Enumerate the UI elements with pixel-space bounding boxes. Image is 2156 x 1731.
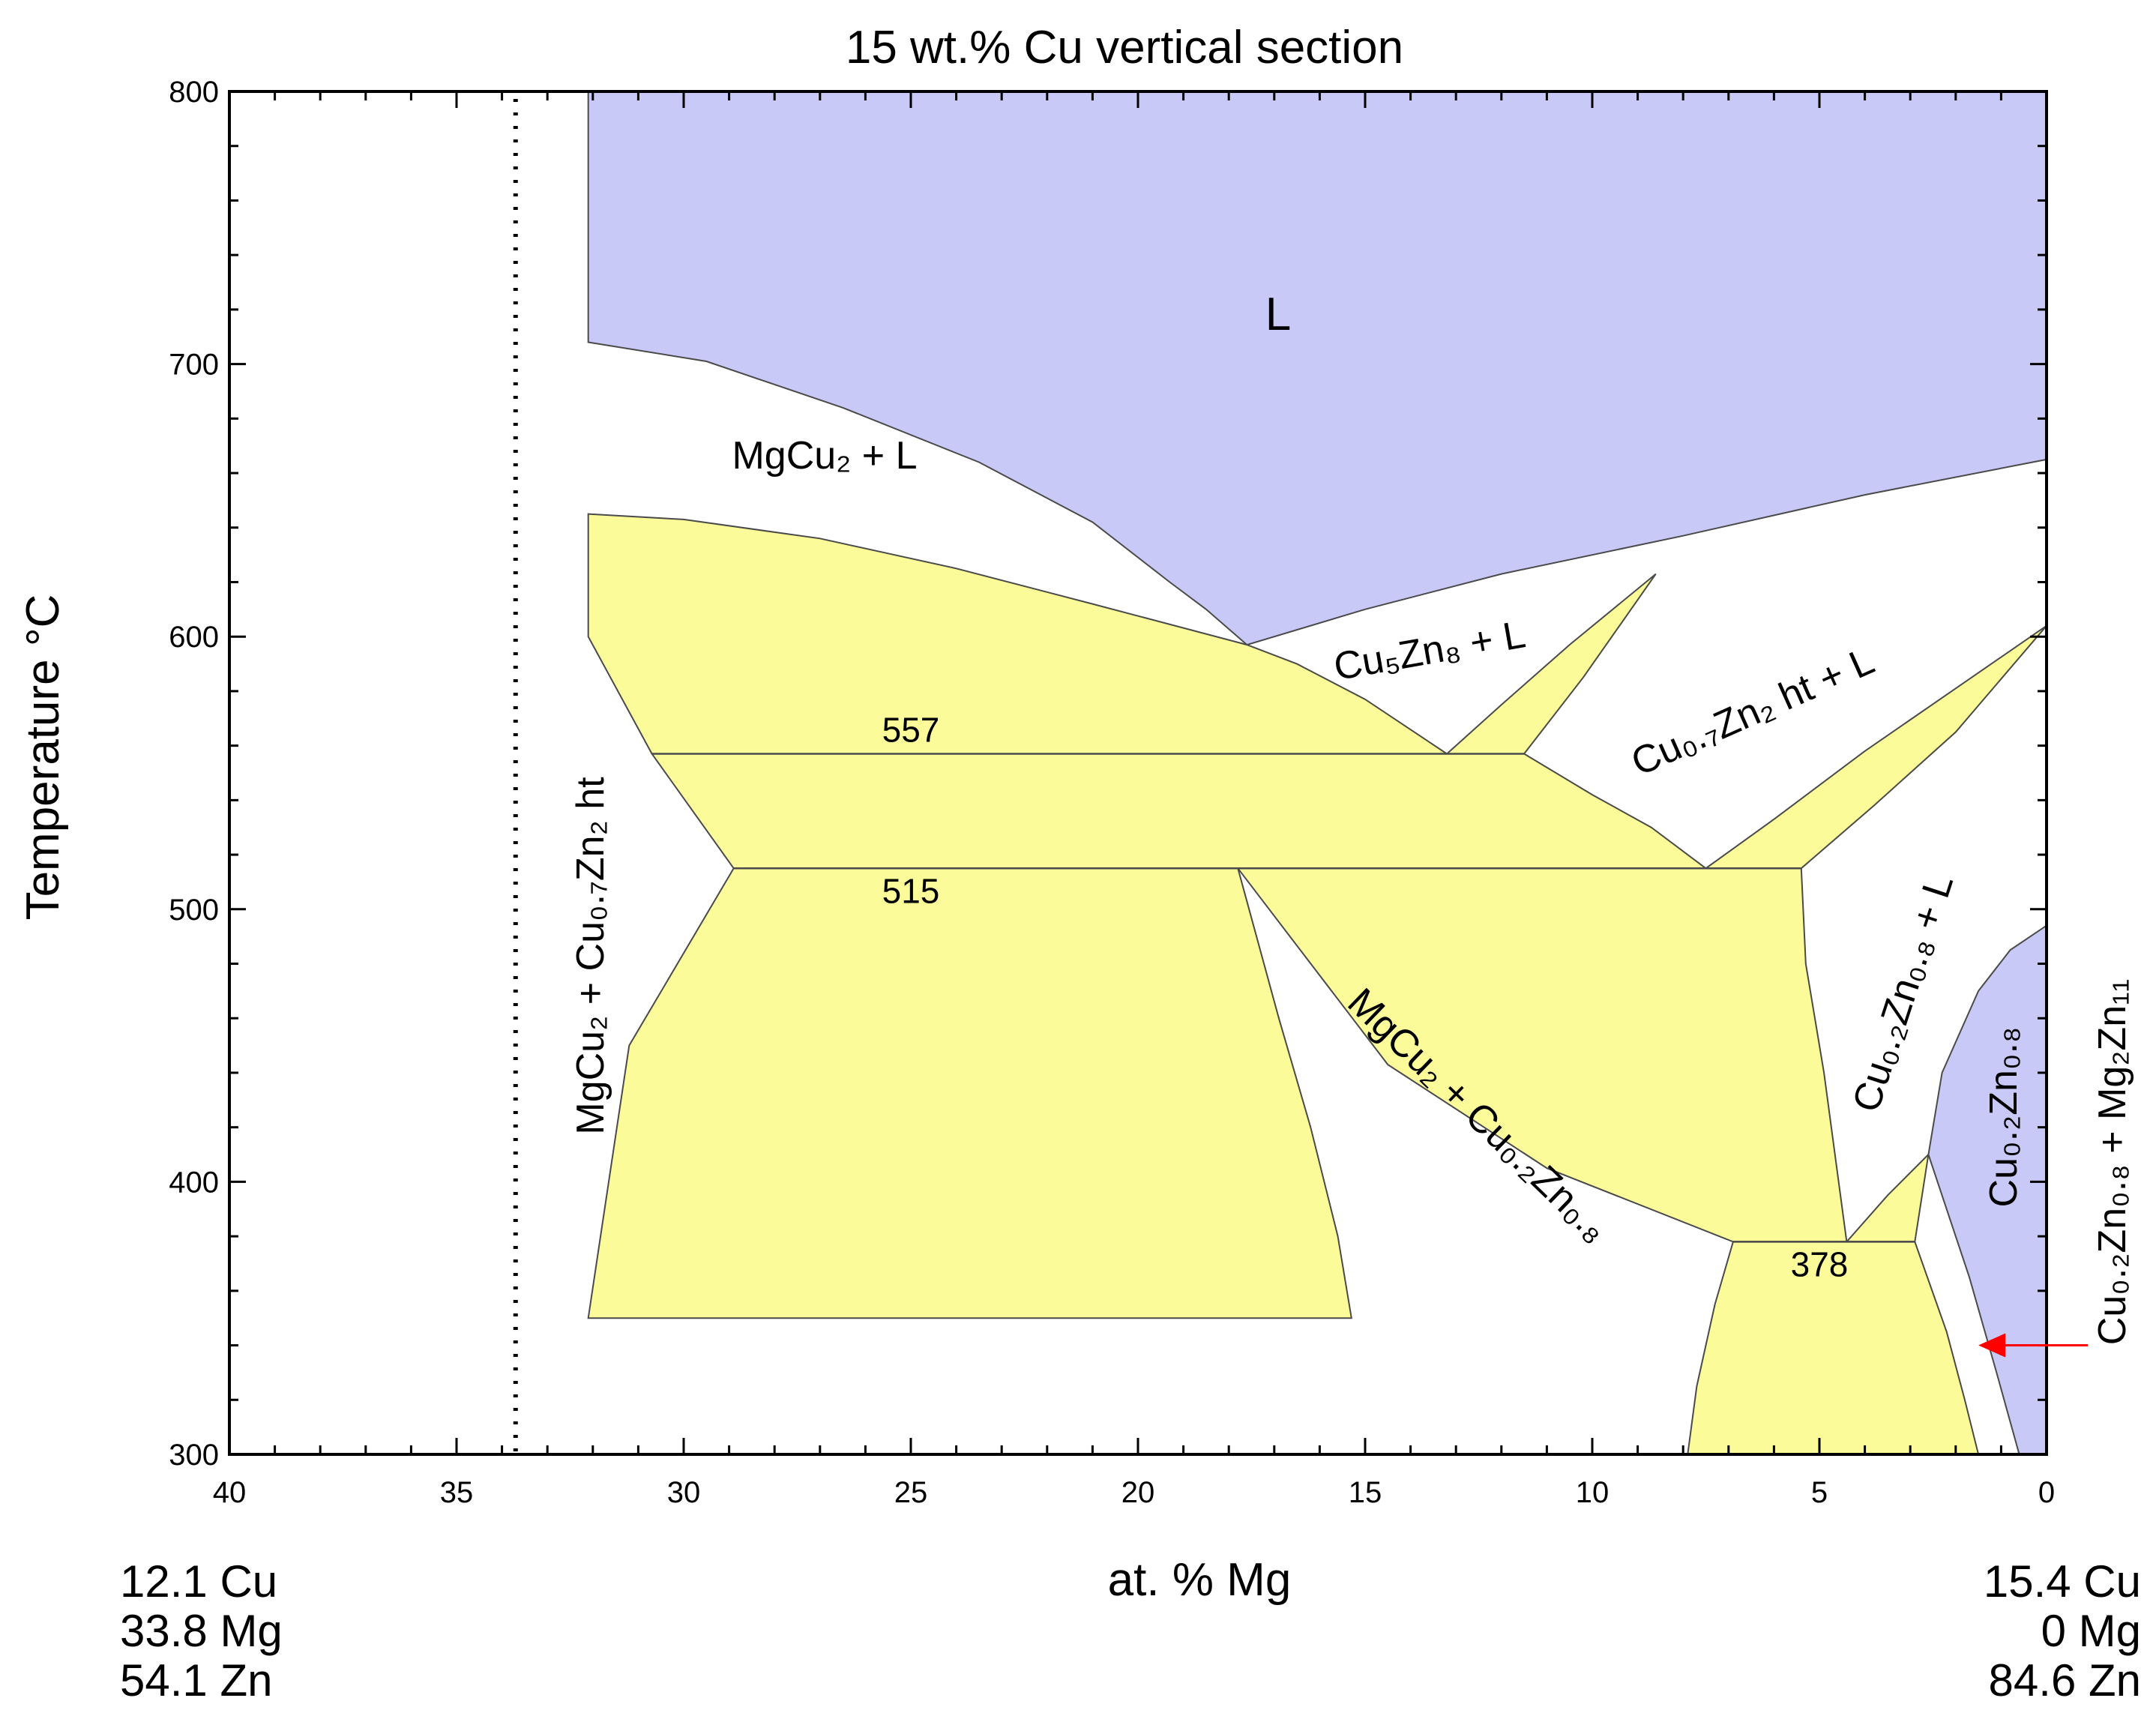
right-composition-zn: 84.6 Zn bbox=[1989, 1655, 2141, 1706]
yellow-region-3 bbox=[587, 867, 1352, 1319]
axis-ticks bbox=[228, 90, 2048, 1456]
x-axis-label: at. % Mg bbox=[1108, 1554, 1292, 1606]
x-tick-label: 5 bbox=[1811, 1476, 1828, 1509]
red-arrow-indicator bbox=[1978, 1333, 2088, 1358]
yellow-region-7 bbox=[1845, 1152, 1930, 1243]
y-axis-label: Temperature °C bbox=[17, 594, 69, 921]
x-tick-label: 15 bbox=[1349, 1476, 1382, 1509]
yellow-region-2 bbox=[650, 753, 1708, 870]
axis-tick-labels: 40 35 30 25 20 15 10 5 0 300 400 500 600 700 800 bbox=[169, 76, 2055, 1509]
x-tick-label: 0 bbox=[2038, 1476, 2055, 1509]
invariant-label-378: 378 bbox=[1791, 1244, 1849, 1283]
y-tick-label: 400 bbox=[169, 1166, 219, 1199]
yellow-region-1 bbox=[587, 513, 1450, 755]
arrow-head bbox=[1978, 1333, 2006, 1358]
invariant-label-515: 515 bbox=[882, 871, 940, 910]
label-cu07zn2-ht-l: Cu₀.₇Zn₂ ht + L bbox=[1625, 639, 1881, 784]
right-composition-cu: 15.4 Cu bbox=[1984, 1556, 2141, 1607]
label-cu5zn8-l: Cu₅Zn₈ + L bbox=[1331, 612, 1529, 689]
yellow-region-6 bbox=[1703, 624, 2047, 870]
left-composition-mg: 33.8 Mg bbox=[120, 1606, 283, 1656]
label-mgcu2-cu07zn2-ht: MgCu₂ + Cu₀.₇Zn₂ ht bbox=[569, 777, 612, 1135]
label-mgcu2-l: MgCu₂ + L bbox=[732, 434, 917, 478]
liquid-region bbox=[587, 91, 2047, 646]
boundary-lines bbox=[651, 753, 1915, 1243]
y-tick-label: 800 bbox=[169, 76, 219, 109]
y-tick-label: 700 bbox=[169, 349, 219, 382]
phase-regions bbox=[587, 91, 2047, 1455]
x-tick-label: 20 bbox=[1121, 1476, 1155, 1509]
left-composition-cu: 12.1 Cu bbox=[120, 1556, 277, 1607]
x-tick-label: 10 bbox=[1576, 1476, 1610, 1509]
x-tick-label: 25 bbox=[894, 1476, 928, 1509]
x-tick-label: 35 bbox=[440, 1476, 474, 1509]
invariant-label-557: 557 bbox=[882, 711, 940, 750]
right-composition-mg: 0 Mg bbox=[2041, 1606, 2141, 1656]
x-tick-label: 40 bbox=[213, 1476, 247, 1509]
x-tick-label: 30 bbox=[667, 1476, 701, 1509]
left-composition-zn: 54.1 Zn bbox=[120, 1655, 272, 1706]
label-liquid: L bbox=[1265, 289, 1291, 340]
chart-title: 15 wt.% Cu vertical section bbox=[846, 22, 1403, 73]
label-cu02zn08: Cu₀.₂Zn₀.₈ bbox=[1982, 1027, 2026, 1208]
y-tick-label: 300 bbox=[169, 1439, 219, 1472]
label-cu02zn08-mg2zn11: Cu₀.₂Zn₀.₈ + Mg₂Zn₁₁ bbox=[2091, 979, 2134, 1345]
y-tick-label: 600 bbox=[169, 621, 219, 654]
y-tick-label: 500 bbox=[169, 894, 219, 927]
